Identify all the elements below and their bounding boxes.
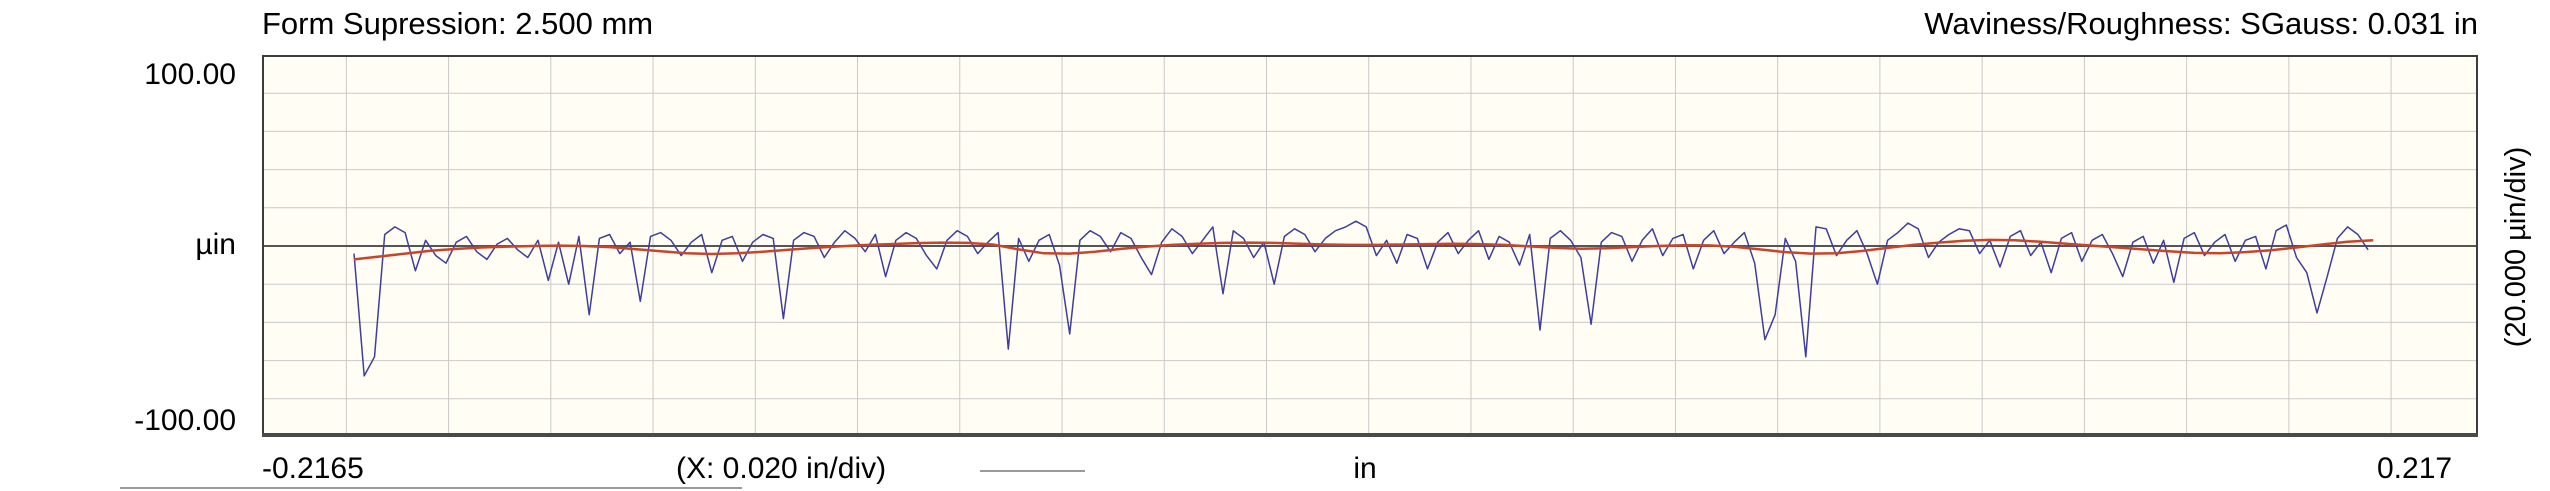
panel-divider-line [120,487,742,489]
y-axis-unit-label: µin [195,228,236,261]
profile-plot-area[interactable] [262,55,2478,437]
waviness-roughness-title: Waviness/Roughness: SGauss: 0.031 in [1924,6,2478,41]
y-axis-max-label: 100.00 [144,58,236,91]
y-axis-min-label: -100.00 [134,404,236,437]
form-suppression-title: Form Supression: 2.500 mm [262,6,654,41]
y-axis-division-label: (20.000 µin/div) [2500,146,2532,348]
x-axis-division-label: (X: 0.020 in/div) [676,452,887,485]
x-axis-unit-label: in [1353,452,1377,485]
x-axis-max-label: 0.217 [2377,452,2453,485]
profile-chart-canvas[interactable] [262,55,2478,437]
roughness-trace [353,220,2369,377]
waviness-trace [353,238,2374,261]
x-axis-min-label: -0.2165 [262,452,364,485]
zero-line-legend-sample [980,470,1085,472]
